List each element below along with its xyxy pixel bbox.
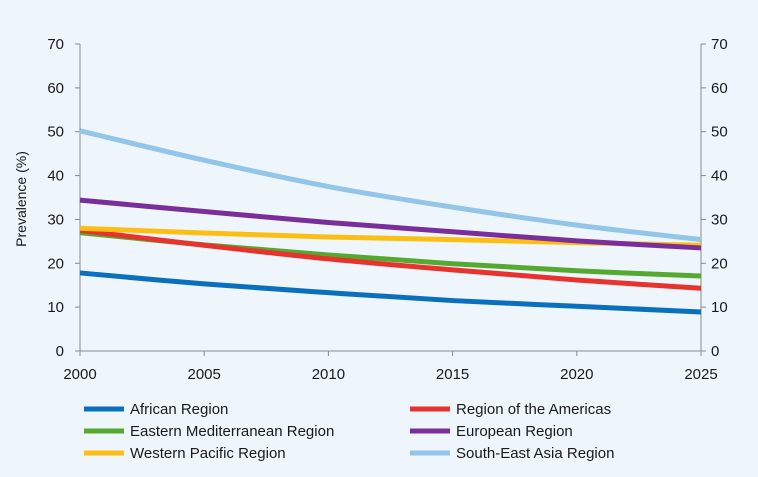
legend-label-eastern-mediterranean-region: Eastern Mediterranean Region bbox=[130, 423, 334, 440]
y-tick-label-left: 20 bbox=[47, 255, 64, 272]
series-line-african-region bbox=[79, 270, 702, 315]
y-tick-label-right: 20 bbox=[711, 255, 728, 272]
y-tick-label-right: 30 bbox=[711, 211, 728, 228]
series-line-european-region bbox=[79, 197, 702, 251]
x-tick-label: 2020 bbox=[560, 366, 593, 383]
y-tick-label-right: 70 bbox=[711, 36, 728, 53]
y-tick-label-left: 70 bbox=[47, 36, 64, 53]
y-tick-label-left: 40 bbox=[47, 168, 64, 185]
x-tick-label: 2015 bbox=[436, 366, 469, 383]
y-tick-label-right: 60 bbox=[711, 80, 728, 97]
y-tick-label-left: 60 bbox=[47, 80, 64, 97]
x-tick-label: 2010 bbox=[312, 366, 345, 383]
legend: African Region Region of the Americas East… bbox=[84, 401, 614, 462]
y-tick-label-right: 40 bbox=[711, 168, 728, 185]
x-tick-label: 2005 bbox=[188, 366, 221, 383]
series-lines bbox=[79, 128, 702, 315]
y-tick-label-right: 50 bbox=[711, 124, 728, 141]
legend-label-european-region: European Region bbox=[456, 423, 573, 440]
y-tick-label-left: 30 bbox=[47, 211, 64, 228]
x-tick-label: 2000 bbox=[63, 366, 96, 383]
legend-label-south-east-asia-region: South-East Asia Region bbox=[456, 445, 614, 462]
y-tick-label-right: 0 bbox=[711, 343, 719, 360]
legend-label-region-of-the-americas: Region of the Americas bbox=[456, 401, 611, 418]
y-tick-label-right: 10 bbox=[711, 299, 728, 316]
x-tick-label: 2025 bbox=[684, 366, 717, 383]
series-line-south-east-asia-region bbox=[79, 128, 702, 243]
y-axis-title: Prevalence (%) bbox=[13, 151, 29, 247]
y-tick-label-left: 0 bbox=[56, 343, 64, 360]
legend-label-western-pacific-region: Western Pacific Region bbox=[130, 445, 286, 462]
y-tick-label-left: 50 bbox=[47, 124, 64, 141]
y-tick-label-left: 10 bbox=[47, 299, 64, 316]
legend-label-african-region: African Region bbox=[130, 401, 228, 418]
series-line-region-of-the-americas bbox=[79, 227, 702, 291]
